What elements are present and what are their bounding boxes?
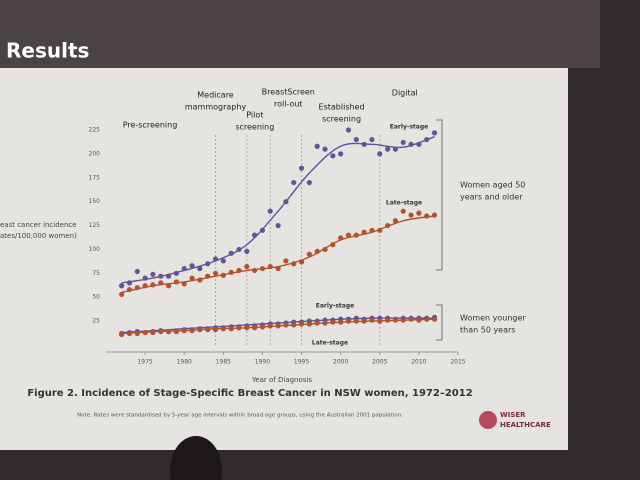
point	[345, 232, 352, 238]
point	[408, 212, 414, 218]
y-tick-label: 200	[89, 150, 101, 157]
y-tick-label: 125	[89, 222, 101, 229]
logo-icon	[479, 411, 497, 429]
point	[431, 130, 438, 136]
point	[119, 283, 125, 289]
point	[212, 327, 219, 333]
presenter	[170, 436, 222, 480]
point	[400, 139, 406, 146]
point	[400, 208, 406, 214]
series-label: Late-stage	[386, 200, 422, 207]
point	[244, 264, 250, 270]
logo-text: WISER	[500, 411, 526, 419]
point	[220, 258, 226, 264]
x-tick-label: 1975	[137, 359, 152, 366]
x-tick-label: 1995	[294, 359, 309, 366]
group-label: years and older	[460, 193, 523, 202]
event-label: mammography	[185, 103, 247, 112]
point	[291, 179, 297, 186]
group-bracket	[436, 304, 443, 341]
point	[150, 329, 156, 336]
period-label: Pre-screening	[123, 121, 178, 130]
point	[345, 127, 352, 133]
x-tick-label: 1985	[216, 359, 231, 366]
point	[306, 179, 312, 186]
group-bracket	[436, 119, 443, 271]
point	[119, 291, 125, 297]
event-label: roll-out	[274, 100, 303, 109]
point	[298, 165, 305, 171]
point	[212, 270, 219, 276]
x-tick-label: 2005	[372, 359, 387, 366]
y-tick-label: 175	[89, 174, 101, 181]
point	[392, 218, 399, 224]
point	[306, 251, 312, 257]
y-tick-label: 225	[89, 127, 101, 134]
point	[314, 143, 320, 149]
point	[353, 136, 359, 143]
group-label: Women younger	[460, 314, 526, 323]
x-tick-label: 1980	[177, 359, 192, 366]
point	[377, 151, 383, 157]
point	[244, 248, 250, 254]
fit-line	[121, 136, 435, 284]
y-tick-label: 100	[89, 246, 101, 253]
x-tick-label: 2000	[333, 359, 348, 366]
point	[150, 271, 156, 277]
x-tick-label: 1990	[255, 359, 270, 366]
point	[369, 317, 375, 323]
note: Note. Rates were standardised by 5-year …	[77, 413, 403, 419]
plot: 25 50 75 100 125 150 175 200 225 1975 1980 1985 1990…	[89, 88, 527, 366]
caption: Figure 2. Incidence of Stage-Specific Br…	[27, 388, 472, 399]
event-label: Established	[319, 103, 365, 112]
slide-title: Results	[6, 39, 89, 63]
slide-body	[0, 68, 568, 450]
point	[283, 258, 289, 264]
point	[369, 136, 375, 143]
event-label: screening	[235, 123, 274, 132]
point	[189, 275, 195, 281]
point	[338, 151, 344, 157]
x-tick-label: 2010	[411, 359, 426, 366]
event-label: screening	[322, 115, 361, 124]
y-tick-label: 150	[89, 198, 101, 205]
series-label: Early-stage	[316, 303, 354, 310]
group-label: than 50 years	[460, 326, 515, 335]
slide-header	[0, 0, 600, 68]
y-axis-label: east cancer incidence	[0, 221, 77, 229]
y-axis-label: ates/100,000 women)	[0, 232, 77, 240]
point	[119, 331, 125, 338]
y-tick-label: 25	[92, 318, 100, 325]
fit-line	[121, 318, 435, 335]
series-label: Late-stage	[312, 340, 348, 347]
series-label: Early-stage	[390, 124, 428, 131]
point	[416, 210, 422, 216]
point	[385, 146, 391, 152]
logo-text: HEALTHCARE	[500, 421, 551, 429]
event-label: Pilot	[246, 111, 263, 120]
y-tick-label: 50	[92, 294, 100, 301]
event-label: BreastScreen	[262, 88, 315, 97]
y-tick-label: 75	[92, 270, 100, 277]
group-label: Women aged 50	[460, 181, 525, 190]
point	[322, 146, 328, 152]
x-axis-label: Year of Diagnosis	[251, 376, 312, 384]
point	[134, 268, 140, 275]
point	[330, 153, 336, 159]
event-label: Digital	[392, 89, 418, 98]
point	[267, 208, 273, 214]
x-tick-label: 2015	[450, 359, 465, 366]
point	[275, 222, 281, 229]
event-label: Medicare	[197, 91, 234, 100]
fit-line	[121, 215, 435, 294]
point	[189, 263, 195, 269]
fit-line	[121, 317, 435, 334]
